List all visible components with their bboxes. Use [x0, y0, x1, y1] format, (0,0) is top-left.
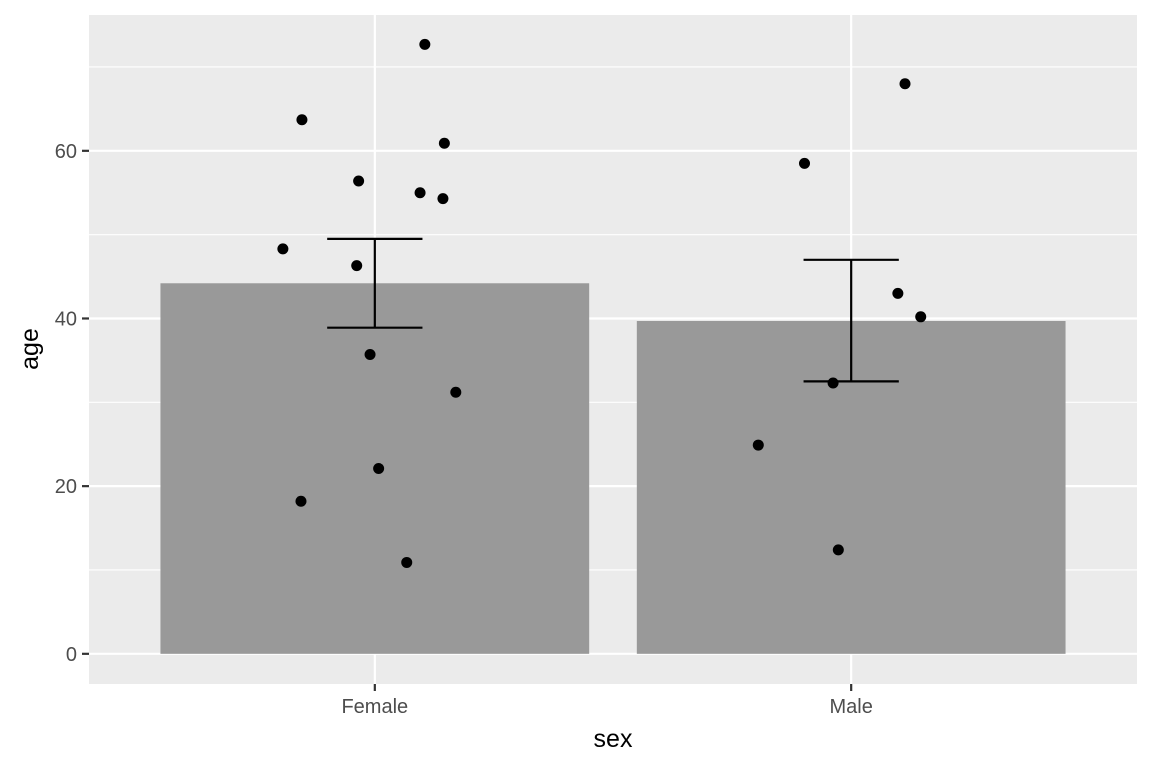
data-point: [277, 243, 289, 255]
data-point: [437, 193, 449, 205]
error-bars: [327, 237, 899, 383]
data-point: [438, 137, 450, 149]
y-tick-label: 0: [66, 644, 77, 666]
data-point: [351, 260, 363, 272]
data-point: [401, 556, 413, 568]
data-point: [364, 349, 376, 361]
data-point: [832, 544, 844, 556]
x-tick-label: Male: [830, 696, 873, 718]
x-axis: Female Male: [341, 684, 873, 718]
data-point: [414, 187, 426, 199]
data-point: [450, 386, 462, 398]
data-point: [798, 157, 810, 169]
data-point: [295, 495, 307, 507]
x-tick-label: Female: [341, 696, 408, 718]
data-point: [752, 439, 764, 451]
y-tick-label: 40: [55, 308, 77, 330]
y-tick-label: 20: [55, 476, 77, 498]
data-point: [296, 114, 308, 126]
data-point: [373, 463, 385, 475]
x-axis-title: sex: [594, 725, 633, 753]
y-axis-title: age: [16, 328, 44, 370]
y-axis: 0 20 40 60: [55, 141, 89, 666]
data-points: [277, 38, 927, 568]
data-point: [353, 175, 365, 187]
data-point: [899, 78, 911, 90]
bars: [160, 283, 1066, 654]
data-point: [827, 377, 839, 389]
y-tick-label: 60: [55, 141, 77, 163]
data-point: [915, 311, 927, 323]
data-point: [892, 287, 904, 299]
data-point: [419, 38, 431, 50]
